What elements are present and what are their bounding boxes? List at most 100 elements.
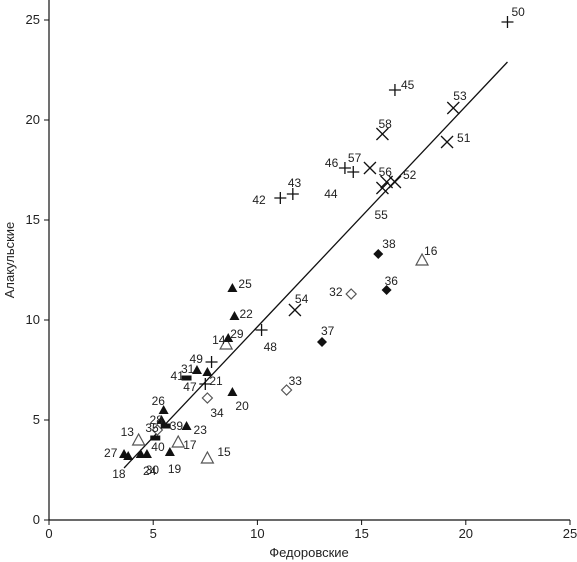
- data-point-45: [388, 84, 401, 96]
- point-label-23: 23: [194, 423, 208, 437]
- data-point-43: [286, 188, 299, 200]
- data-point-27: [119, 449, 130, 458]
- data-point-30: [135, 449, 146, 458]
- data-point-20: [227, 387, 238, 396]
- data-point-33: [280, 384, 293, 396]
- point-label-44: 44: [324, 187, 338, 201]
- data-point-49: [205, 356, 218, 368]
- point-label-33: 33: [289, 374, 303, 388]
- point-label-35: 35: [145, 421, 159, 435]
- point-label-49: 49: [190, 352, 204, 366]
- x-tick-label: 20: [459, 526, 473, 541]
- data-point-24: [141, 449, 152, 458]
- trend-line: [123, 61, 508, 469]
- data-point-17: [171, 434, 186, 448]
- data-points: [119, 16, 514, 464]
- point-label-54: 54: [295, 292, 309, 306]
- point-label-27: 27: [104, 446, 118, 460]
- point-label-58: 58: [378, 117, 392, 131]
- point-label-43: 43: [288, 176, 302, 190]
- point-label-52: 52: [403, 168, 417, 182]
- data-point-14: [219, 336, 234, 350]
- point-label-17: 17: [183, 438, 197, 452]
- x-axis-title: Федоровские: [269, 545, 349, 560]
- data-point-53: [446, 101, 460, 115]
- point-label-28: 28: [150, 413, 164, 427]
- point-label-36: 36: [385, 274, 399, 288]
- y-tick-label: 5: [33, 412, 40, 427]
- data-point-57: [363, 161, 377, 175]
- point-label-24: 24: [143, 464, 157, 478]
- data-point-28: [156, 415, 167, 424]
- point-label-50: 50: [511, 5, 525, 19]
- x-tick-label: 15: [354, 526, 368, 541]
- y-tick-label: 25: [26, 12, 40, 27]
- trend-line-group: [123, 61, 508, 469]
- data-point-39: [160, 423, 171, 429]
- data-point-32: [345, 288, 358, 300]
- point-label-51: 51: [457, 131, 471, 145]
- point-label-40: 40: [151, 440, 165, 454]
- x-tick-label: 25: [563, 526, 577, 541]
- point-label-42: 42: [252, 193, 266, 207]
- data-point-42: [274, 192, 287, 204]
- data-point-21: [202, 367, 213, 376]
- point-label-56: 56: [379, 165, 393, 179]
- data-point-22: [229, 311, 240, 320]
- data-point-37: [317, 337, 328, 347]
- x-tick-label: 5: [150, 526, 157, 541]
- data-point-15: [200, 450, 215, 464]
- data-point-19: [164, 447, 175, 456]
- point-label-19: 19: [168, 462, 182, 476]
- data-point-35: [151, 424, 164, 436]
- data-point-16: [415, 252, 430, 266]
- data-point-25: [227, 283, 238, 292]
- point-label-45: 45: [401, 78, 415, 92]
- point-labels: 13 14 15 16 17 18 19 20 21 22 23 24 25 26 27 28 29 30 31 32…: [104, 5, 525, 481]
- data-point-26: [158, 405, 169, 414]
- data-point-55: [375, 181, 389, 195]
- data-point-47: [199, 378, 212, 390]
- data-point-13: [131, 432, 146, 446]
- data-point-38: [373, 249, 384, 259]
- point-label-38: 38: [382, 237, 396, 251]
- data-point-41: [181, 375, 192, 381]
- data-point-56: [380, 175, 394, 189]
- point-label-30: 30: [146, 463, 160, 477]
- data-point-50: [501, 16, 514, 28]
- data-point-31: [191, 365, 202, 374]
- y-axis-title: Алакульские: [2, 222, 17, 299]
- point-label-46: 46: [325, 156, 339, 170]
- data-point-46: [338, 162, 351, 174]
- point-label-53: 53: [453, 89, 467, 103]
- y-tick-label: 15: [26, 212, 40, 227]
- data-point-34: [201, 392, 214, 404]
- data-point-40: [150, 435, 161, 441]
- point-label-29: 29: [230, 327, 244, 341]
- point-label-47: 47: [183, 380, 197, 394]
- y-tick-label: 0: [33, 512, 40, 527]
- point-label-55: 55: [374, 208, 388, 222]
- point-label-15: 15: [217, 445, 231, 459]
- point-label-37: 37: [321, 324, 335, 338]
- data-point-23: [181, 421, 192, 430]
- point-label-25: 25: [238, 277, 252, 291]
- point-label-18: 18: [112, 467, 126, 481]
- point-label-41: 41: [171, 369, 185, 383]
- point-label-20: 20: [235, 399, 249, 413]
- point-label-57: 57: [348, 151, 362, 165]
- data-point-44: [347, 166, 360, 178]
- y-tick-label: 10: [26, 312, 40, 327]
- point-label-39: 39: [170, 419, 184, 433]
- point-label-34: 34: [210, 406, 224, 420]
- data-point-51: [440, 135, 454, 149]
- data-point-29: [223, 333, 234, 342]
- point-label-16: 16: [424, 244, 438, 258]
- axes: 0 5 10 15 20 25 0 5 10 15 20 25: [26, 0, 577, 541]
- point-label-32: 32: [329, 285, 343, 299]
- data-point-54: [288, 303, 302, 317]
- x-tick-label: 10: [250, 526, 264, 541]
- x-tick-label: 0: [45, 526, 52, 541]
- y-tick-label: 20: [26, 112, 40, 127]
